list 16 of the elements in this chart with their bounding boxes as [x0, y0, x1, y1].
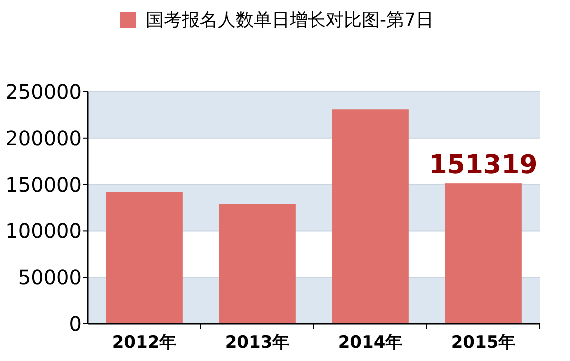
- y-tick-label: 100000: [6, 219, 82, 244]
- y-tick-label: 50000: [18, 266, 82, 290]
- y-tick-label: 0: [69, 312, 82, 336]
- text: 151319: [429, 150, 538, 181]
- bar: [332, 110, 409, 324]
- bar: [219, 204, 296, 324]
- x-tick-label: 2013年: [225, 333, 290, 353]
- x-tick-label: 2014年: [338, 333, 403, 353]
- bar: [445, 184, 522, 324]
- y-tick-label: 250000: [6, 80, 82, 104]
- legend-label: 国考报名人数单日增长对比图-第7日: [146, 10, 434, 31]
- x-tick-label: 2012年: [112, 333, 177, 353]
- y-tick-label: 150000: [6, 172, 82, 197]
- y-tick-label: 200000: [6, 126, 82, 150]
- bar: [106, 192, 183, 324]
- x-tick-label: 2015年: [451, 333, 516, 353]
